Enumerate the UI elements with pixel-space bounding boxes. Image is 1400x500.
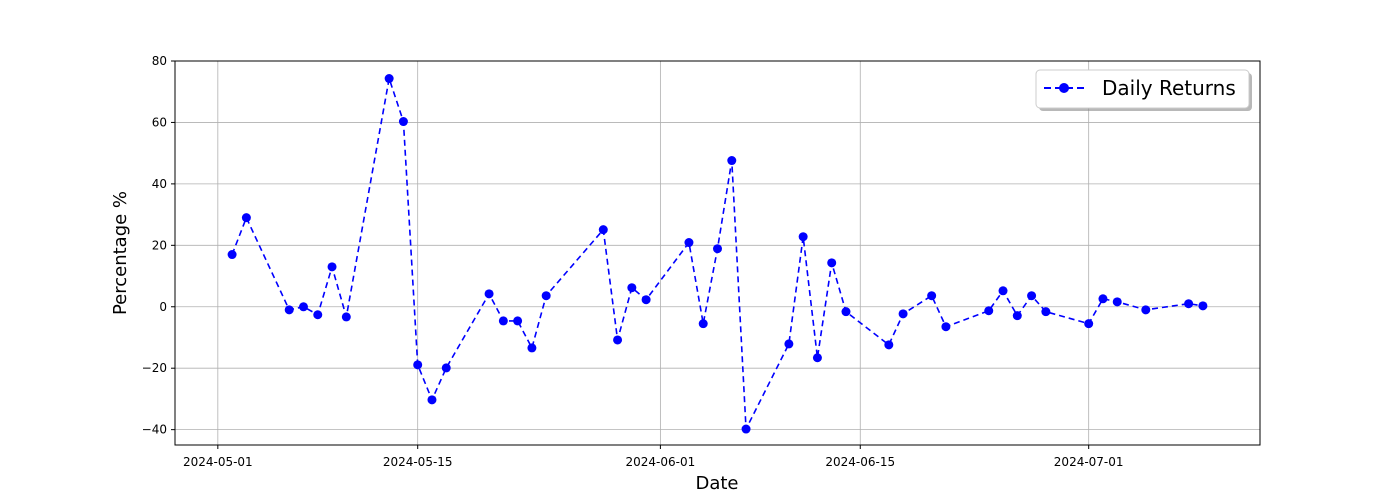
data-point [613,335,623,345]
data-point [284,305,294,315]
data-point [441,363,451,373]
data-point [641,295,651,305]
data-point [984,306,994,316]
data-point [1084,319,1094,329]
data-point [327,262,337,272]
x-tick-label: 2024-07-01 [1054,455,1124,469]
data-point [784,339,794,349]
plot-frame [174,60,1261,446]
data-point [241,213,251,223]
data-point [313,310,323,320]
y-tick-label: 80 [152,54,167,68]
legend-label: Daily Returns [1102,76,1236,100]
y-tick-label: 0 [159,300,167,314]
data-point [627,283,637,293]
data-point [941,322,951,332]
data-point [298,302,308,312]
data-point [1198,301,1208,311]
data-point [541,291,551,301]
data-point [812,353,822,363]
y-axis-ticks: −40 −20 0 20 40 60 80 [142,54,175,437]
legend: Daily Returns [1035,69,1252,111]
x-tick-label: 2024-06-01 [626,455,696,469]
data-point [713,244,722,254]
legend-marker [1059,83,1069,93]
data-point [1184,299,1194,309]
y-tick-label: −20 [142,361,167,375]
data-point [1141,305,1151,315]
data-point [827,258,837,268]
x-tick-label: 2024-05-01 [183,455,253,469]
data-point [341,312,351,322]
data-point [727,156,737,166]
data-point [1098,294,1108,304]
data-point [484,289,494,299]
data-point [1041,307,1051,317]
data-point [384,74,394,84]
y-tick-label: 20 [152,238,167,252]
data-point [841,307,851,317]
data-point [1012,311,1022,321]
data-point [427,395,437,405]
data-point [927,291,937,301]
data-point [413,360,423,370]
data-point [527,343,537,353]
x-axis-ticks: 2024-05-01 2024-05-15 2024-06-01 2024-06-15… [183,445,1124,469]
data-point [498,316,508,326]
series-line [231,78,1204,433]
data-point [598,225,608,235]
data-point [898,309,908,319]
y-tick-label: 40 [152,177,167,191]
series-daily-returns [227,74,1208,434]
data-point [1027,291,1037,301]
y-tick-label: −40 [142,423,167,437]
x-tick-label: 2024-05-15 [383,455,453,469]
x-tick-label: 2024-06-15 [825,455,895,469]
data-point [884,340,894,350]
data-point [398,117,408,127]
data-point [998,286,1008,296]
y-tick-label: 60 [152,115,167,129]
data-point [798,232,808,242]
data-point [741,424,751,434]
data-point [684,238,694,248]
data-point [1112,297,1122,307]
x-axis-label: Date [695,473,738,494]
y-axis-label: Percentage % [110,191,131,315]
data-point [227,250,237,260]
data-point [698,319,708,329]
data-point [513,316,523,326]
